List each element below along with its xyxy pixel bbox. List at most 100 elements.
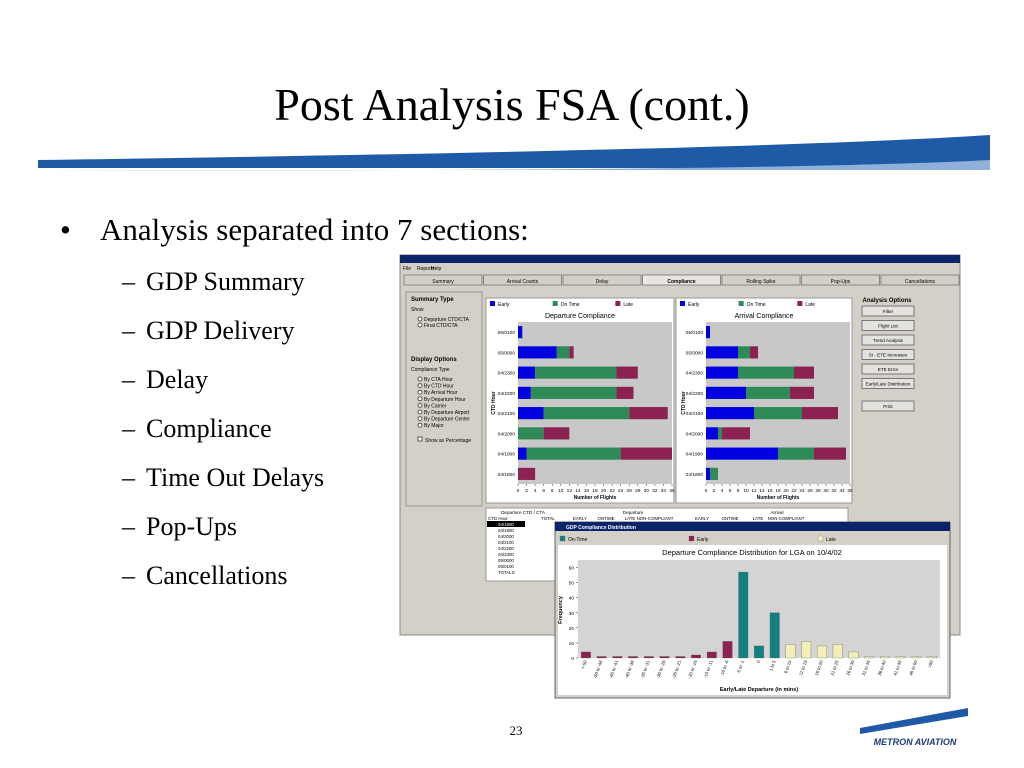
button[interactable] — [861, 378, 915, 389]
x-tick-label: 0 — [705, 488, 708, 494]
radio-label: By Arrival Hour — [424, 390, 458, 396]
x-tick-label: 4 — [721, 488, 724, 494]
x-axis-label: Early/Late Departure (in mins) — [720, 687, 798, 693]
legend-label: Late — [623, 302, 633, 308]
y-tick-label: 40 — [569, 596, 575, 602]
title-swoosh-light — [38, 160, 990, 171]
radio[interactable] — [417, 422, 423, 428]
x-tick-label: 10 — [743, 488, 749, 494]
bar-segment — [518, 326, 523, 339]
table-group: Arrival — [770, 510, 783, 515]
radio[interactable] — [417, 396, 423, 402]
x-tick-label: 24 — [799, 488, 805, 494]
page-number: 23 — [510, 723, 523, 738]
menu-item: Help — [431, 266, 442, 272]
table-header: ONTIME — [721, 516, 738, 521]
radio[interactable] — [417, 383, 423, 389]
tab[interactable] — [642, 274, 721, 286]
bar — [738, 571, 749, 659]
bar — [895, 656, 906, 659]
menu-item: File — [403, 266, 411, 272]
tab[interactable] — [801, 274, 880, 286]
legend-swatch — [615, 301, 621, 306]
bar-segment — [518, 427, 544, 440]
bar-segment — [778, 447, 814, 460]
panel-heading: Analysis Options — [862, 298, 912, 304]
tab-label: Summary — [432, 279, 454, 285]
radio[interactable] — [417, 416, 423, 422]
x-tick-label: 31 to 35 — [861, 659, 871, 676]
radio[interactable] — [417, 402, 423, 408]
legend-label: Late — [826, 537, 836, 543]
radio-label: By Departure Airport — [424, 410, 470, 416]
tab-label: Pop-Ups — [831, 279, 851, 285]
chart-title: Departure Compliance — [545, 313, 615, 320]
radio-label: By Carrier — [424, 403, 447, 409]
radio-label: By Major — [424, 423, 444, 429]
radio[interactable] — [417, 322, 423, 328]
tab[interactable] — [880, 274, 960, 286]
button[interactable] — [861, 320, 915, 331]
legend-label: On-Time — [568, 537, 587, 543]
dash: – — [121, 414, 136, 443]
tab-label: Rolling Spike — [746, 279, 775, 285]
bar-segment — [790, 386, 814, 399]
x-tick-label: 8 — [737, 488, 740, 494]
legend-swatch — [490, 301, 495, 306]
tab-label: Compliance — [667, 279, 696, 285]
button[interactable] — [861, 400, 915, 412]
button[interactable] — [861, 363, 915, 375]
legend-label: Early — [498, 302, 510, 308]
bar — [754, 645, 764, 659]
bar-segment — [750, 346, 758, 359]
bar — [643, 656, 654, 659]
bar-segment — [616, 386, 634, 399]
tab[interactable] — [403, 274, 483, 286]
sub-item: GDP Summary — [146, 267, 305, 296]
y-axis-label: CTD Hour — [681, 391, 687, 414]
table-group: Departure CTD / CTA — [501, 510, 546, 515]
bar — [801, 641, 812, 659]
checkbox[interactable] — [417, 436, 423, 442]
x-tick-label: 36 to 40 — [877, 659, 887, 676]
x-tick-label: 2 — [713, 488, 716, 494]
sub-item: GDP Delivery — [146, 316, 295, 345]
button-label: ETE Error — [878, 367, 899, 372]
radio[interactable] — [417, 316, 423, 322]
y-tick-label: 04/2100 — [686, 411, 704, 417]
bar — [596, 656, 607, 659]
radio[interactable] — [417, 389, 423, 395]
x-tick-label: 22 — [609, 488, 615, 494]
legend-label: On Time — [561, 302, 580, 308]
tab[interactable] — [483, 274, 562, 286]
x-tick-label: -20 to -16 — [687, 659, 698, 679]
bar-segment — [706, 386, 746, 399]
table-header: CTD Hour — [488, 516, 508, 521]
bar — [769, 612, 780, 659]
button[interactable] — [861, 334, 915, 346]
radio[interactable] — [417, 376, 423, 382]
y-tick-label: 04/2100 — [498, 411, 516, 417]
legend-swatch — [817, 535, 824, 542]
bar-segment — [746, 386, 790, 399]
x-tick-label: 36 — [669, 488, 675, 494]
bar — [927, 656, 938, 659]
tab[interactable] — [721, 274, 801, 286]
bar-segment — [706, 407, 754, 420]
bar-segment — [718, 427, 722, 440]
button[interactable] — [861, 305, 915, 317]
bar-segment — [616, 366, 638, 379]
bar — [706, 651, 717, 659]
x-tick-label: 21 to 25 — [830, 659, 840, 676]
x-tick-label: -10 to -6 — [719, 659, 729, 677]
tab[interactable] — [562, 274, 642, 286]
bar-segment — [518, 407, 544, 420]
checkbox-label: Show as Percentage — [425, 438, 471, 444]
x-tick-label: 28 — [635, 488, 641, 494]
x-tick-label: -25 to -21 — [671, 659, 682, 679]
button[interactable] — [861, 349, 915, 360]
radio[interactable] — [417, 409, 423, 415]
panel-heading: Summary Type — [411, 297, 454, 303]
x-tick-label: 18 — [775, 488, 781, 494]
x-tick-label: 16 — [767, 488, 773, 494]
